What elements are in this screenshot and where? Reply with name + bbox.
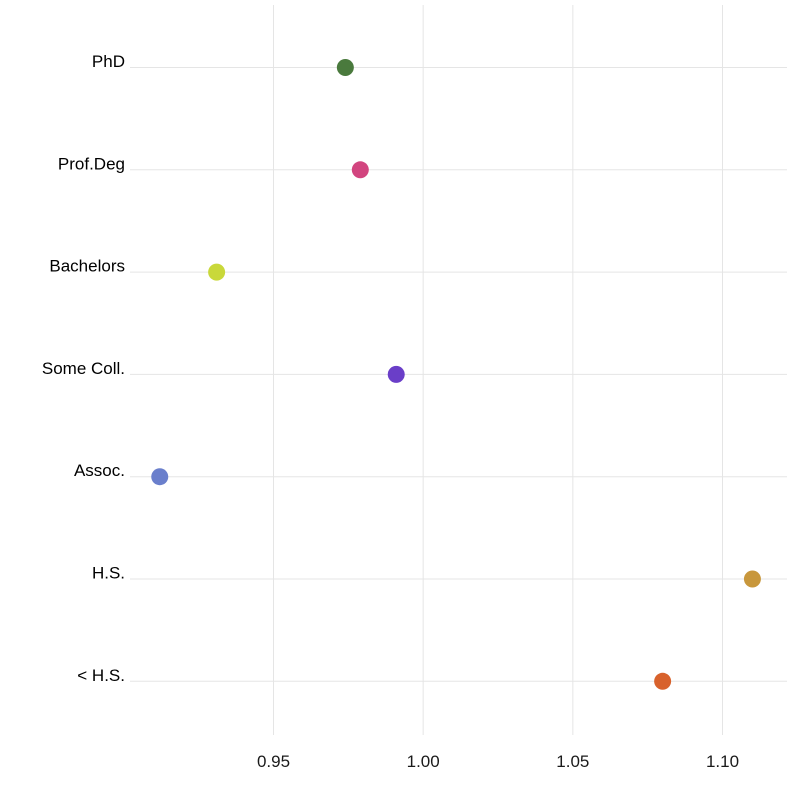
x-tick-label: 1.00 <box>407 752 440 771</box>
y-gridlines <box>130 67 787 682</box>
x-tick-labels: 0.95 1.00 1.05 1.10 <box>257 752 739 771</box>
x-tick-label: 1.05 <box>556 752 589 771</box>
category-label: Some Coll. <box>42 359 125 378</box>
x-gridlines <box>273 5 723 735</box>
x-tick-label: 1.10 <box>706 752 739 771</box>
category-label: PhD <box>92 52 125 71</box>
category-label: Bachelors <box>49 257 125 276</box>
data-point <box>351 161 369 179</box>
category-label: Assoc. <box>74 461 125 480</box>
category-label: Prof.Deg <box>58 154 125 173</box>
x-tick-label: 0.95 <box>257 752 290 771</box>
data-point <box>743 570 761 588</box>
data-point <box>151 468 169 486</box>
category-labels: PhD Prof.Deg Bachelors Some Coll. Assoc. H.S.… <box>42 52 125 685</box>
category-label: H.S. <box>92 564 125 583</box>
data-point <box>387 365 405 383</box>
data-point <box>208 263 226 281</box>
data-points <box>151 59 761 690</box>
data-point <box>654 672 672 690</box>
category-label: < H.S. <box>77 666 125 685</box>
data-point <box>336 59 354 76</box>
